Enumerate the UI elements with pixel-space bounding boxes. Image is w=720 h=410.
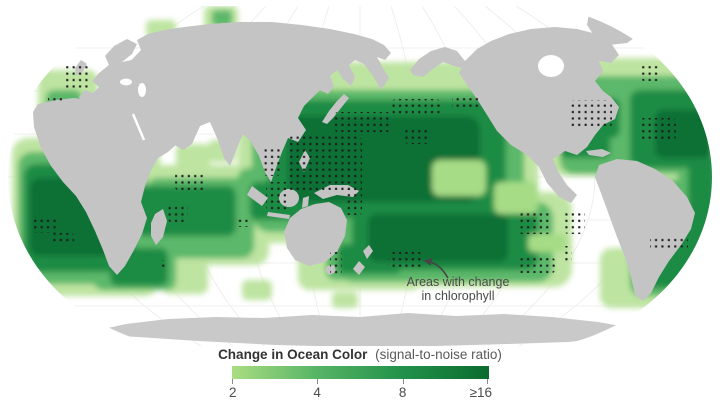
legend: Change in Ocean Color (signal-to-noise r… bbox=[0, 347, 720, 406]
stipple-patch bbox=[168, 204, 188, 222]
landmass-cuba bbox=[586, 149, 611, 157]
legend-subtitle: (signal-to-noise ratio) bbox=[375, 347, 502, 362]
stipple-patch bbox=[62, 66, 90, 88]
legend-tick-label: 8 bbox=[398, 385, 407, 400]
annotation-line2: in chlorophyll bbox=[421, 289, 495, 303]
legend-tick bbox=[487, 379, 489, 384]
landmass-japan bbox=[322, 94, 349, 124]
stipple-patch bbox=[288, 136, 362, 194]
stipple-patch bbox=[175, 172, 205, 190]
landmass-australia bbox=[284, 202, 347, 266]
stipple-patch bbox=[264, 146, 280, 176]
continents bbox=[33, 9, 695, 346]
legend-title: Change in Ocean Color bbox=[218, 347, 368, 362]
landmass-sumatra bbox=[247, 186, 268, 206]
stipple-patch bbox=[235, 217, 249, 227]
stipple-patch bbox=[158, 260, 168, 267]
stipple-patch bbox=[330, 252, 342, 274]
black-sea bbox=[120, 78, 132, 86]
legend-color-gradient-bar bbox=[231, 366, 489, 379]
landmass-sulawesi bbox=[302, 196, 309, 208]
landmass-alaska bbox=[410, 47, 466, 77]
chlorophyll-change-stipples bbox=[33, 65, 688, 274]
landmass-madagascar bbox=[151, 209, 167, 245]
landmass-north-america bbox=[459, 27, 619, 203]
world-map bbox=[8, 6, 712, 346]
stipple-patch bbox=[641, 65, 661, 81]
legend-tick-label: 2 bbox=[229, 385, 237, 400]
legend-tick-label: 4 bbox=[313, 385, 321, 400]
annotation-line1: Areas with change bbox=[406, 275, 510, 289]
red-sea bbox=[131, 113, 146, 141]
landmass-south-america bbox=[595, 159, 695, 301]
stipple-patch bbox=[405, 128, 431, 144]
stipple-patch bbox=[52, 233, 74, 245]
stipple-patch bbox=[48, 94, 66, 104]
legend-tick bbox=[317, 379, 319, 384]
annotation: Areas with change in chlorophyll bbox=[388, 275, 528, 303]
landmass-new-zealand bbox=[353, 245, 373, 275]
legend-tick bbox=[231, 379, 233, 384]
landmass-arabia bbox=[130, 116, 170, 154]
legend-scale: 2 4 8 ≥16 bbox=[229, 366, 492, 406]
stipple-patch bbox=[562, 246, 572, 264]
annotation-arrow-icon bbox=[423, 258, 449, 279]
landmass-java bbox=[267, 212, 290, 219]
stipple-patch bbox=[650, 237, 688, 251]
stipple-patch bbox=[640, 118, 676, 140]
legend-tick-label: ≥16 bbox=[469, 385, 492, 400]
landmass-eurasia bbox=[79, 22, 391, 182]
stipple-patch bbox=[452, 95, 478, 109]
stipple-patch bbox=[388, 252, 422, 268]
stipple-patch bbox=[266, 182, 290, 210]
stipple-patch bbox=[517, 258, 555, 273]
stipple-patch bbox=[565, 210, 585, 234]
legend-tick bbox=[402, 379, 404, 384]
hudson-bay bbox=[538, 55, 564, 77]
stipple-patch bbox=[33, 219, 59, 233]
stipple-patch bbox=[517, 212, 551, 234]
caspian-sea bbox=[138, 83, 146, 97]
stipple-patch bbox=[392, 99, 440, 115]
landmass-antarctica bbox=[90, 313, 632, 346]
stipple-patch bbox=[570, 100, 612, 128]
stipple-patch bbox=[334, 112, 392, 132]
stipple-patch bbox=[344, 189, 362, 215]
legend-title-row: Change in Ocean Color (signal-to-noise r… bbox=[0, 347, 720, 362]
